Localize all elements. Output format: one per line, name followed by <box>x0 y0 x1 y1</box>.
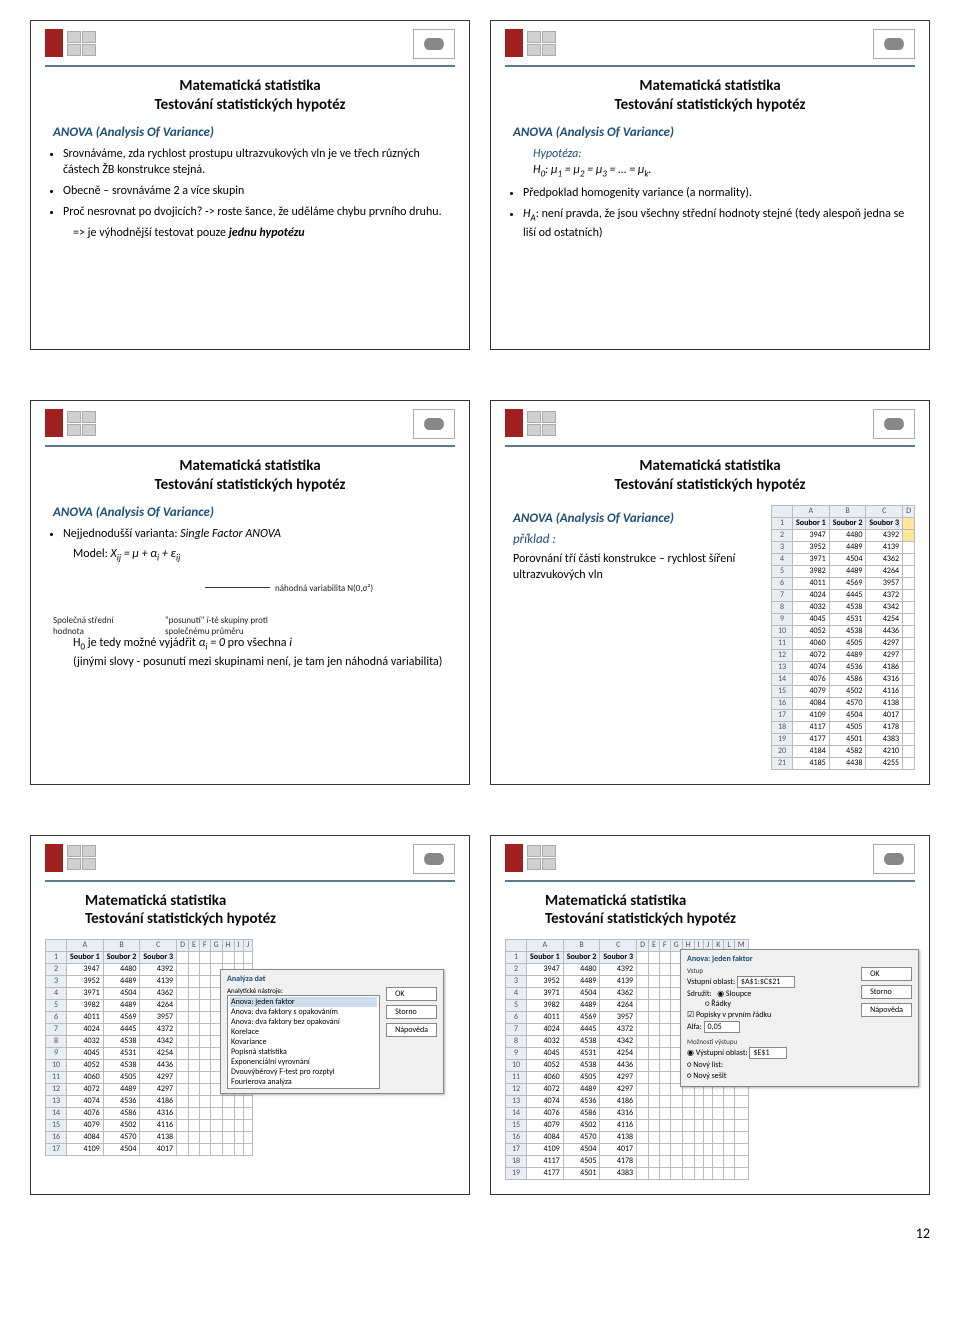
ok-button[interactable]: OK <box>861 967 912 981</box>
example-label: příklad : <box>513 532 763 547</box>
listbox[interactable]: Anova: jeden faktorAnova: dva faktory s … <box>227 995 380 1089</box>
checkbox-popisky[interactable]: Popisky v prvním řádku <box>696 1010 771 1020</box>
slide-title: Matematická statistika Testování statist… <box>85 892 455 930</box>
ok-button[interactable]: OK <box>386 987 437 1001</box>
bullet-list: Předpoklad homogenity variance (a normal… <box>523 185 915 242</box>
slide-title: Matematická statistika Testování statist… <box>505 457 915 495</box>
bullet: Srovnáváme, zda rychlost prostupu ultraz… <box>63 146 455 180</box>
dialog-analyza-dat[interactable]: Analýza dat Analytické nástroje: Anova: … <box>220 969 444 1094</box>
arrow <box>205 587 270 588</box>
bullet-list: Nejjednodušší varianta: Single Factor AN… <box>63 526 455 543</box>
slide-5: Matematická statistika Testování statist… <box>30 835 470 1196</box>
slide-4: Matematická statistika Testování statist… <box>490 400 930 785</box>
dialog-anova[interactable]: Anova: jeden faktor Vstup Vstupní oblast… <box>680 949 919 1087</box>
dialog-title: Anova: jeden faktor <box>687 954 912 964</box>
bullet: HA: není pravda, že jsou všechny střední… <box>523 206 915 242</box>
input-range[interactable]: $A$1:$C$21 <box>737 976 795 988</box>
h0-line: H0: μ1 = μ2 = μ3 = … = μk. <box>533 162 915 181</box>
input-alfa[interactable]: 0,05 <box>704 1021 740 1033</box>
hypothesis-label: Hypotéza: <box>533 146 915 163</box>
slide-6: Matematická statistika Testování statist… <box>490 835 930 1196</box>
slide-1: Matematická statistika Testování statist… <box>30 20 470 350</box>
radio-novy-list[interactable]: Nový list: <box>693 1060 723 1070</box>
subtitle: ANOVA (Analysis Of Variance) <box>53 505 455 520</box>
logo-right <box>413 29 455 59</box>
subtitle: ANOVA (Analysis Of Variance) <box>513 125 915 140</box>
annot-noise: náhodná variabilita N(0,σ²) <box>275 583 373 594</box>
bullet: Předpoklad homogenity variance (a normal… <box>523 185 915 202</box>
field-label: Vstupní oblast: <box>687 977 735 987</box>
radio-radky[interactable]: Řádky <box>711 999 731 1009</box>
logo-left <box>45 29 96 57</box>
storno-button[interactable]: Storno <box>861 985 912 999</box>
bullet: Proč nesrovnat po dvojicích? -> roste ša… <box>63 204 455 221</box>
annot-mean: Společná střední hodnota <box>53 615 133 637</box>
subtitle: ANOVA (Analysis Of Variance) <box>513 511 763 526</box>
radio-vystup-oblast[interactable]: Výstupní oblast: <box>696 1048 748 1058</box>
paren-line: (jinými slovy - posunutí mezi skupinami … <box>73 654 455 671</box>
field-label: Sdružit: <box>687 989 712 999</box>
section-head: Vstup <box>687 966 855 975</box>
slide-3: Matematická statistika Testování statist… <box>30 400 470 785</box>
example-text: Porovnání tří částí konstrukce – rychlos… <box>513 551 763 585</box>
help-button[interactable]: Nápověda <box>386 1023 437 1037</box>
radio-novy-sesit[interactable]: Nový sešit <box>693 1071 726 1081</box>
radio-sloupce[interactable]: Sloupce <box>726 989 752 999</box>
bullet-list: Srovnáváme, zda rychlost prostupu ultraz… <box>63 146 455 221</box>
bullet: Obecně – srovnáváme 2 a více skupin <box>63 183 455 200</box>
input-output-range[interactable]: $E$1 <box>749 1047 787 1059</box>
slide-header <box>45 29 455 67</box>
dialog-heading: Analytické nástroje: <box>227 986 380 995</box>
h0-restate: H0 je tedy možné vyjádřit αi = 0 pro vše… <box>73 635 455 654</box>
field-label: Alfa: <box>687 1022 702 1032</box>
slide-title: Matematická statistika Testování statist… <box>45 457 455 495</box>
dialog-title: Analýza dat <box>227 974 437 984</box>
indent-line: => je výhodnější testovat pouze jednu hy… <box>73 225 455 242</box>
mini-spreadsheet: ABCD1Soubor 1Soubor 2Soubor 323947448043… <box>771 505 915 770</box>
slide-title: Matematická statistika Testování statist… <box>545 892 915 930</box>
storno-button[interactable]: Storno <box>386 1005 437 1019</box>
help-button[interactable]: Nápověda <box>861 1003 912 1017</box>
bullet: Nejjednodušší varianta: Single Factor AN… <box>63 526 455 543</box>
slide-title: Matematická statistika Testování statist… <box>45 77 455 115</box>
model-line: Model: Xij = μ + αi + εij <box>73 546 455 565</box>
page-number: 12 <box>30 1225 930 1242</box>
slide-2: Matematická statistika Testování statist… <box>490 20 930 350</box>
annot-shift: "posunutí" i-té skupiny proti společnému… <box>165 615 305 637</box>
section-head: Možnosti výstupu <box>687 1037 855 1046</box>
subtitle: ANOVA (Analysis Of Variance) <box>53 125 455 140</box>
slide-header <box>505 29 915 67</box>
slide-title: Matematická statistika Testování statist… <box>505 77 915 115</box>
